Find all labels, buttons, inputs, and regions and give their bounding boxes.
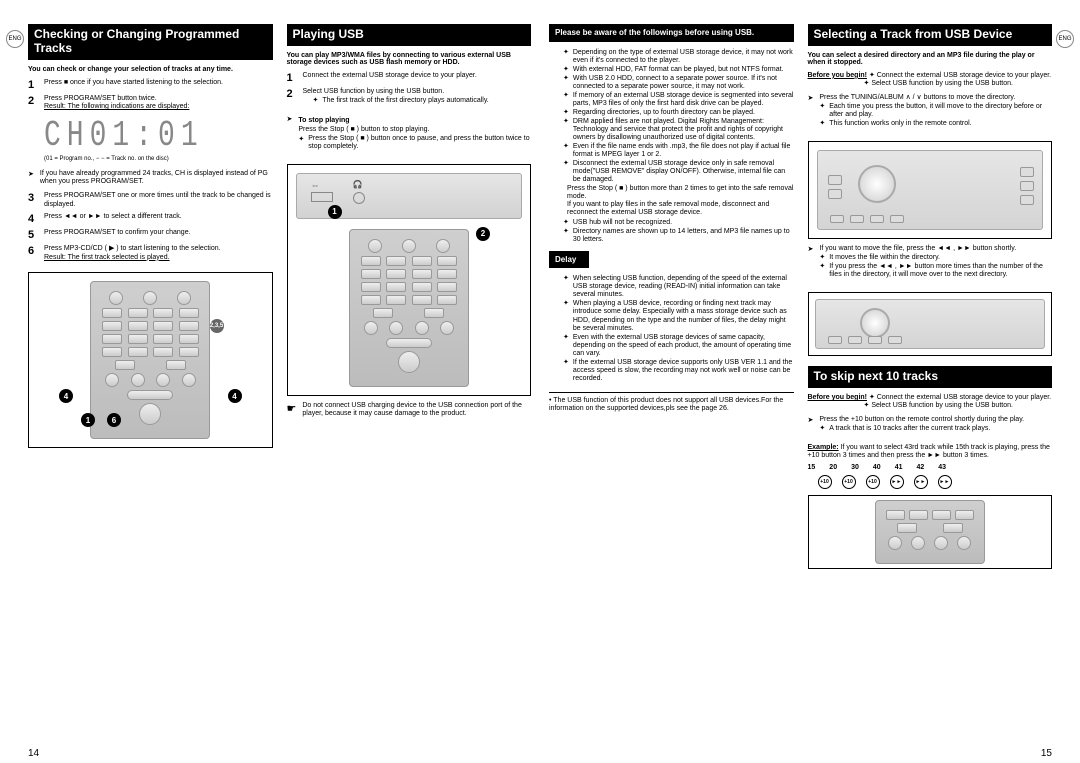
col-usb-select-skip: Selecting a Track from USB Device You ca… (808, 24, 1053, 749)
step-number: 1 (287, 72, 297, 84)
diamond-bullet-icon: ✦ (313, 97, 319, 105)
heading-usb-aware: Please be aware of the followings before… (549, 24, 794, 42)
callout-1: 1 (328, 205, 342, 219)
usb-bullets: ✦Depending on the type of external USB s… (553, 48, 794, 245)
note-arrow-icon: ➤ (287, 115, 293, 123)
diamond-bullet-icon: ✦ (298, 135, 304, 151)
heading-selecting-track: Selecting a Track from USB Device (808, 24, 1053, 46)
callout-2: 2 (476, 227, 490, 241)
figure-panel-1 (808, 141, 1053, 239)
note-text: If you have already programmed 24 tracks… (40, 170, 273, 186)
language-tab-left: ENG (6, 30, 24, 48)
usb-icon: ⇔ (311, 180, 320, 190)
usb-footnote: • The USB function of this product does … (549, 392, 794, 413)
skip-sequence-buttons: +10 +10 +10 ►► ►► ►► (818, 475, 1053, 489)
page-number-right: 15 (1041, 748, 1052, 759)
step-text: Press PROGRAM/SET to confirm your change… (44, 229, 273, 237)
intro-checking: You can check or change your selection o… (28, 66, 273, 73)
callout-6: 6 (107, 413, 121, 427)
step-text: Select USB function by using the USB but… (303, 88, 532, 107)
step-number: 3 (28, 192, 38, 204)
page-right: Please be aware of the followings before… (549, 24, 1052, 749)
stop-instructions: To stop playing Press the Stop ( ■ ) but… (298, 115, 531, 152)
step-number: 4 (28, 213, 38, 225)
remote-control (349, 229, 469, 387)
callout-4: 4 (59, 389, 73, 403)
note-arrow-icon: ➤ (28, 170, 34, 178)
before-begin: Before you begin! ✦ Connect the external… (808, 72, 1053, 88)
heading-playing-usb: Playing USB (287, 24, 532, 46)
figure-remote-1: 2,3,5 4 4 1 6 (28, 272, 273, 448)
step-text: Press ■ once if you have started listeni… (44, 79, 273, 87)
col-usb-notes: Please be aware of the followings before… (549, 24, 794, 749)
col-playing-usb: Playing USB You can play MP3/WMA files b… (287, 24, 532, 749)
before-begin-skip: Before you begin! ✦ Connect the external… (808, 394, 1053, 410)
step-number: 5 (28, 229, 38, 241)
skip-example: Example: If you want to select 43rd trac… (808, 444, 1053, 460)
callout-4b: 4 (228, 389, 242, 403)
lcd-caption: (01 = Program no., − − = Track no. on th… (44, 156, 273, 162)
step-number: 1 (28, 79, 38, 91)
note-arrow-icon: ➤ (808, 245, 814, 253)
heading-skip-10: To skip next 10 tracks (808, 366, 1053, 388)
step-text: Press PROGRAM/SET one or more times unti… (44, 192, 273, 209)
page-left: Checking or Changing Programmed Tracks Y… (28, 24, 531, 749)
usb-warning: Do not connect USB charging device to th… (302, 402, 531, 418)
heading-checking: Checking or Changing Programmed Tracks (28, 24, 273, 60)
headphone-icon: 🎧 (353, 180, 363, 189)
lcd-readout: CH01:01 (44, 117, 273, 157)
intro-select: You can select a desired directory and a… (808, 52, 1053, 66)
headphone-jack (353, 192, 365, 204)
player-control-panel (817, 150, 1044, 230)
usb-port (311, 192, 333, 202)
note-arrow-icon: ➤ (808, 94, 814, 102)
figure-remote-bottom (808, 495, 1053, 569)
callout-235: 2,3,5 (210, 319, 224, 333)
heading-delay: Delay (549, 251, 589, 269)
note-arrow-icon: ➤ (808, 416, 814, 424)
step-number: 6 (28, 245, 38, 257)
step-text: Press PROGRAM/SET button twice.Result: T… (44, 95, 273, 112)
file-move-note: If you want to move the file, press the … (819, 245, 1052, 280)
warning-hand-icon: ☛ (287, 402, 297, 415)
page-number-left: 14 (28, 748, 39, 759)
skip-note: Press the +10 button on the remote contr… (819, 416, 1024, 434)
dial (858, 165, 896, 203)
delay-bullets: ✦When selecting USB function, depending … (553, 274, 794, 384)
language-tab-right: ENG (1056, 30, 1074, 48)
tuning-note: Press the TUNING/ALBUM ∧ / ∨ buttons to … (819, 94, 1052, 129)
intro-usb: You can play MP3/WMA files by connecting… (287, 52, 532, 66)
step-text: Press ◄◄ or ►► to select a different tra… (44, 213, 273, 221)
manual-spread: Checking or Changing Programmed Tracks Y… (0, 0, 1080, 763)
player-control-panel-small (815, 299, 1046, 349)
step-number: 2 (287, 88, 297, 100)
remote-control (875, 500, 985, 564)
step-text: Press MP3-CD/CD ( ▶ ) to start listening… (44, 245, 273, 262)
skip-sequence-numbers: 15 20 30 40 41 42 43 (808, 464, 1053, 471)
step-text: Connect the external USB storage device … (303, 72, 532, 80)
figure-panel-2 (808, 292, 1053, 356)
step-number: 2 (28, 95, 38, 107)
callout-1: 1 (81, 413, 95, 427)
col-checking-tracks: Checking or Changing Programmed Tracks Y… (28, 24, 273, 749)
figure-unit-remote: ⇔ 🎧 1 2 (287, 164, 532, 396)
